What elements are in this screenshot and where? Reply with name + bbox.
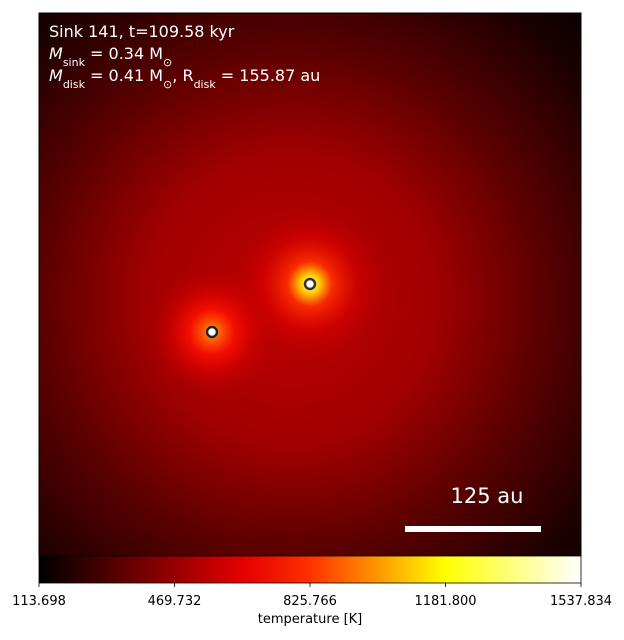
sink-marker (303, 277, 317, 291)
colorbar-label: temperature [K] (258, 612, 363, 627)
colorbar-tick-label: 1537.834 (550, 594, 612, 609)
colorbar-tick-label: 469.732 (148, 594, 202, 609)
annotation: Mdisk = 0.41 M⊙, Rdisk = 155.87 au (49, 66, 320, 91)
scale-bar-label: 125 au (451, 484, 524, 508)
annotation-text: = 0.34 M (85, 44, 163, 63)
sink-marker (205, 325, 219, 339)
symbol: , R (172, 66, 193, 85)
annotation: Msink = 0.34 M⊙ (49, 44, 172, 69)
colorbar (38, 555, 582, 584)
colorbar-tick-label: 825.766 (283, 594, 337, 609)
annotation-text: = 0.41 M (85, 66, 163, 85)
annotation-text: Sink 141, t=109.58 kyr (49, 22, 235, 41)
colorbar-tick-label: 1181.800 (414, 594, 476, 609)
symbol: M (49, 66, 63, 85)
subscript: ⊙ (163, 78, 172, 91)
annotation: Sink 141, t=109.58 kyr (49, 22, 235, 41)
annotation-text: = 155.87 au (216, 66, 321, 85)
subscript: ⊙ (163, 56, 172, 69)
symbol: M (49, 44, 63, 63)
subscript: disk (194, 78, 217, 91)
subscript: disk (63, 78, 86, 91)
subscript: sink (63, 56, 86, 69)
colorbar-tick-label: 113.698 (12, 594, 66, 609)
image: 125 au (38, 12, 582, 557)
